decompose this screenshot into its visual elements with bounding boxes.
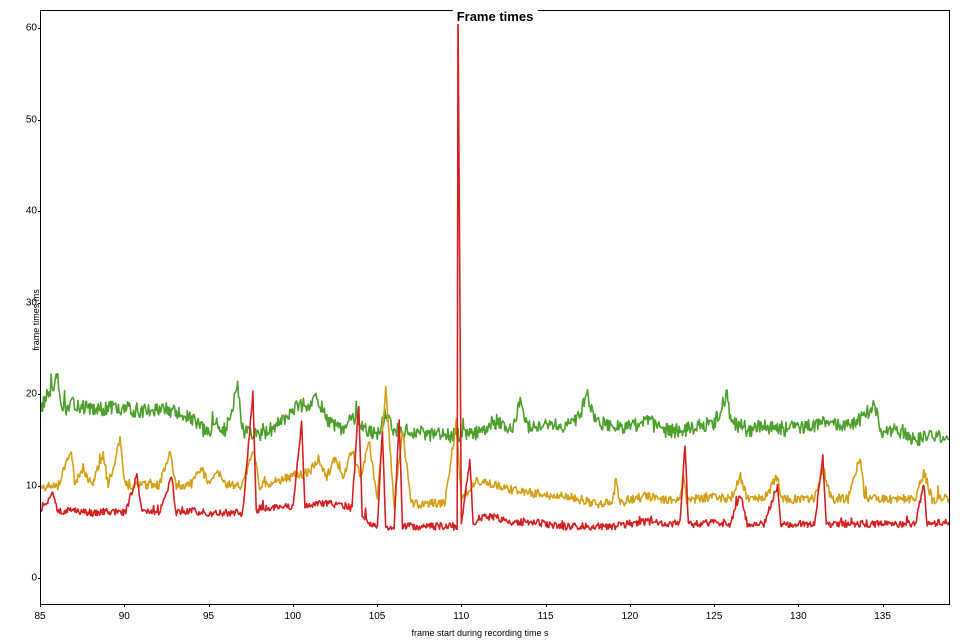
x-tick-label: 120 xyxy=(621,611,638,622)
y-tick-label: 60 xyxy=(22,23,37,34)
x-tick-mark xyxy=(546,604,547,607)
series-line-red xyxy=(41,11,949,530)
x-tick-label: 125 xyxy=(706,611,723,622)
x-tick-mark xyxy=(124,604,125,607)
x-tick-label: 85 xyxy=(34,611,45,622)
x-axis-label: frame start during recording time s xyxy=(411,628,548,638)
x-tick-label: 135 xyxy=(874,611,891,622)
y-tick-label: 0 xyxy=(22,572,37,583)
y-tick-mark xyxy=(38,394,41,395)
x-tick-label: 95 xyxy=(203,611,214,622)
x-tick-label: 105 xyxy=(369,611,386,622)
y-tick-label: 10 xyxy=(22,481,37,492)
y-tick-mark xyxy=(38,486,41,487)
y-tick-label: 30 xyxy=(22,297,37,308)
series-line-green xyxy=(41,374,949,446)
x-tick-mark xyxy=(714,604,715,607)
series-line-orange xyxy=(41,387,949,508)
y-tick-mark xyxy=(38,120,41,121)
x-tick-mark xyxy=(630,604,631,607)
x-tick-label: 130 xyxy=(790,611,807,622)
y-tick-mark xyxy=(38,303,41,304)
x-tick-mark xyxy=(883,604,884,607)
x-tick-mark xyxy=(377,604,378,607)
y-tick-mark xyxy=(38,211,41,212)
x-tick-mark xyxy=(293,604,294,607)
x-tick-label: 115 xyxy=(538,611,554,622)
y-tick-mark xyxy=(38,578,41,579)
y-tick-label: 50 xyxy=(22,114,37,125)
x-tick-label: 110 xyxy=(453,611,469,622)
x-tick-mark xyxy=(798,604,799,607)
x-tick-mark xyxy=(209,604,210,607)
y-tick-mark xyxy=(38,28,41,29)
y-tick-label: 20 xyxy=(22,389,37,400)
chart-title: Frame times xyxy=(453,9,538,24)
chart-svg xyxy=(41,11,949,604)
y-tick-label: 40 xyxy=(22,206,37,217)
x-tick-label: 90 xyxy=(119,611,130,622)
x-tick-mark xyxy=(461,604,462,607)
x-tick-label: 100 xyxy=(284,611,301,622)
chart-plot-area: Frame times xyxy=(40,10,950,605)
x-tick-mark xyxy=(40,604,41,607)
